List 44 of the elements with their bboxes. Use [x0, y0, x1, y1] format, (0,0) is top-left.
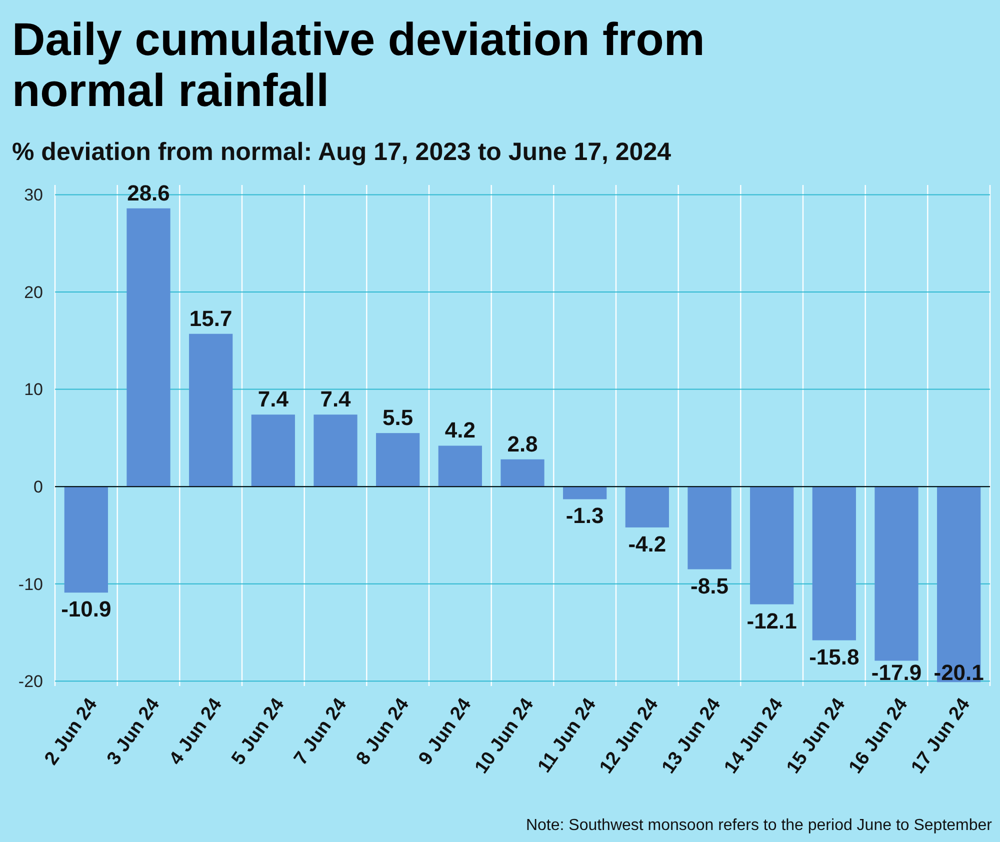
- bar: [64, 486, 108, 593]
- bar: [688, 486, 732, 570]
- y-tick-label: 20: [24, 282, 43, 302]
- bar: [812, 486, 856, 640]
- data-label: 4.2: [444, 418, 476, 443]
- y-tick-label: 30: [24, 186, 43, 205]
- bar: [189, 334, 233, 487]
- data-label: -1.3: [566, 503, 604, 528]
- y-tick-label: 0: [34, 478, 43, 497]
- x-tick-label: 8 Jun 24: [352, 694, 414, 769]
- bar: [251, 414, 295, 487]
- bar: [376, 433, 420, 487]
- data-label: -8.5: [690, 573, 728, 598]
- x-tick-label: 7 Jun 24: [290, 694, 352, 769]
- bar: [438, 446, 482, 487]
- y-tick-label: -20: [18, 672, 43, 692]
- bar: [126, 208, 170, 487]
- data-label: 15.7: [189, 306, 232, 331]
- bar: [500, 459, 544, 487]
- data-label: -12.1: [746, 608, 797, 634]
- x-tick-label: 5 Jun 24: [228, 694, 289, 769]
- x-tick-label: 3 Jun 24: [103, 694, 164, 769]
- chart-subtitle: % deviation from normal: Aug 17, 2023 to June 17, 2024: [12, 138, 672, 166]
- bar: [563, 486, 607, 500]
- data-label: -17.9: [871, 660, 922, 685]
- data-label: -20.1: [934, 660, 984, 685]
- bar: [750, 486, 794, 604]
- x-tick-label: 4 Jun 24: [166, 694, 227, 769]
- text: Note: Southwest monsoon refers to the period June to September: [526, 817, 993, 834]
- data-label: 5.5: [382, 405, 414, 430]
- y-tick-label: -10: [18, 574, 43, 594]
- data-label: 2.8: [507, 431, 538, 456]
- bar: [625, 486, 669, 528]
- data-label: 7.4: [320, 386, 352, 412]
- chart-title: Daily cumulative deviation from normal rainfall: [12, 13, 705, 116]
- bar: [314, 414, 358, 487]
- data-label: -4.2: [628, 531, 666, 556]
- bar: [874, 486, 918, 661]
- data-label: -10.9: [61, 596, 112, 622]
- data-label: -15.8: [809, 644, 860, 670]
- x-tick-label: 2 Jun 24: [40, 694, 102, 769]
- data-label: 7.4: [258, 386, 290, 412]
- y-tick-label: 10: [24, 380, 43, 400]
- data-label: 28.6: [127, 180, 170, 206]
